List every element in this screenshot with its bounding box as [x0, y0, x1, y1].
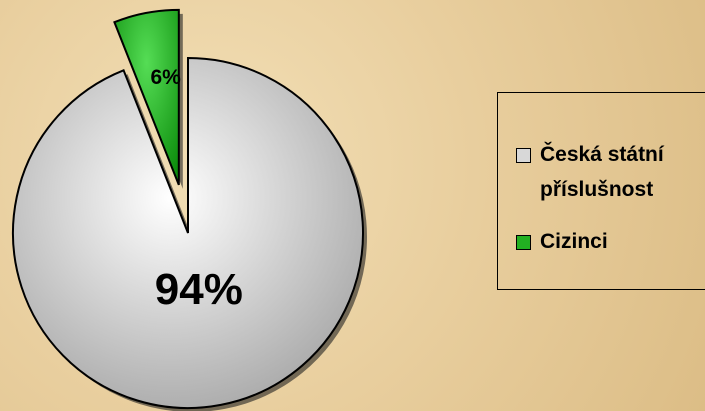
legend-label: Cizinci	[540, 230, 608, 253]
legend: Česká státní příslušnost Cizinci	[497, 92, 705, 290]
slice	[12, 56, 364, 409]
legend-item: Česká státní příslušnost	[516, 137, 705, 207]
legend-label: Česká státní příslušnost	[540, 143, 664, 201]
legend-swatch	[516, 235, 531, 250]
legend-item: Cizinci	[516, 224, 705, 259]
data-label: 6%	[150, 66, 181, 90]
legend-swatch	[516, 148, 531, 163]
slice	[113, 8, 180, 186]
data-label: 94%	[154, 264, 243, 314]
